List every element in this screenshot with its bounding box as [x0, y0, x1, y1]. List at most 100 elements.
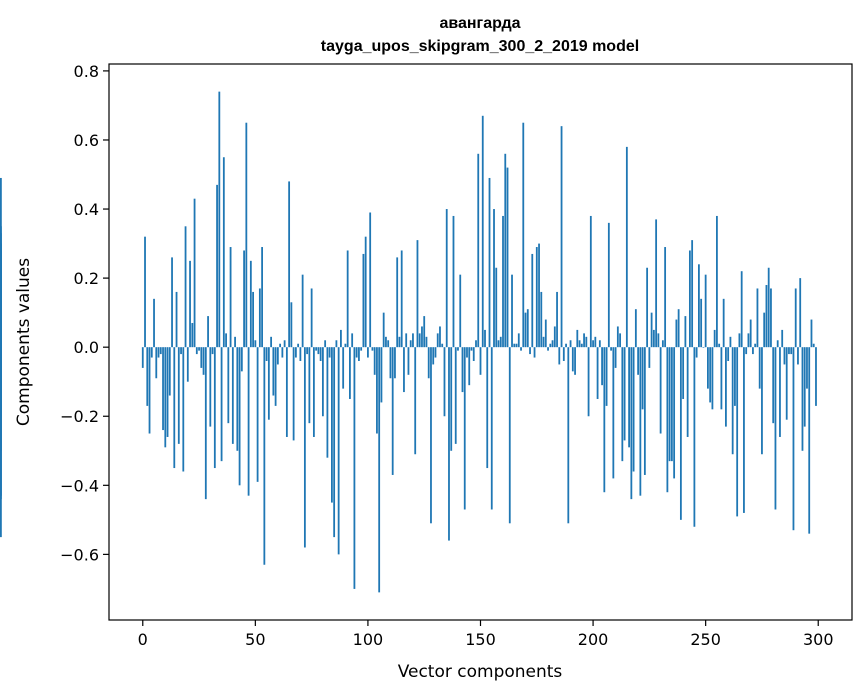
bar: [576, 329, 579, 348]
bar: [0, 260, 2, 348]
bar: [765, 285, 768, 348]
bar: [601, 347, 603, 386]
bar: [340, 329, 342, 348]
bar: [544, 319, 547, 348]
bar: [517, 333, 520, 348]
bar: [736, 347, 739, 517]
bar: [213, 347, 216, 469]
bar: [337, 347, 340, 555]
bar: [522, 122, 525, 348]
bar: [319, 347, 322, 361]
bar: [562, 347, 565, 361]
bar: [691, 240, 694, 348]
bar: [272, 347, 275, 396]
bar: [382, 312, 385, 348]
bar: [360, 347, 363, 351]
bar: [698, 264, 700, 348]
x-tick-label: 300: [803, 630, 834, 649]
bar: [515, 343, 518, 348]
bar: [707, 347, 709, 389]
bar: [634, 309, 637, 348]
y-axis-label: Components values: [14, 258, 34, 426]
bar: [200, 347, 203, 368]
bar: [506, 167, 509, 348]
bar: [788, 347, 790, 355]
bar: [538, 243, 540, 348]
bar: [423, 316, 426, 348]
bar: [225, 333, 227, 348]
bar: [432, 347, 435, 365]
bar: [740, 271, 743, 348]
bar: [722, 298, 725, 348]
bar: [234, 336, 236, 348]
bar: [729, 336, 732, 348]
x-tick-label: 150: [465, 630, 496, 649]
bar: [594, 336, 597, 348]
bar: [686, 347, 689, 437]
bar: [443, 347, 446, 417]
bar: [785, 347, 788, 420]
bar: [734, 347, 736, 406]
x-axis-ticks: 0 50 100 150 200 250 300: [138, 620, 834, 649]
bar: [177, 347, 180, 444]
bar: [326, 347, 329, 458]
bar: [324, 340, 327, 348]
bar: [344, 343, 347, 348]
bar: [625, 146, 628, 348]
bar: [556, 291, 558, 348]
bar: [256, 347, 259, 482]
bar: [783, 347, 786, 365]
bar: [452, 215, 455, 348]
bar: [475, 340, 477, 348]
plot-frame: [108, 63, 853, 621]
bar: [159, 347, 162, 355]
bar: [490, 347, 493, 510]
bar: [283, 340, 286, 348]
bar: [495, 267, 498, 348]
bar: [209, 347, 212, 427]
bar: [526, 309, 529, 348]
bar: [400, 250, 403, 348]
bar: [306, 347, 309, 355]
bar: [661, 340, 664, 348]
bar: [387, 340, 390, 348]
bar: [0, 347, 2, 358]
bar: [157, 347, 160, 358]
bar: [261, 247, 263, 348]
bar: [569, 340, 572, 348]
bar: [468, 347, 471, 386]
bar: [616, 326, 619, 348]
bar: [808, 347, 811, 534]
bar: [211, 347, 214, 355]
bar: [497, 340, 500, 348]
bar: [614, 347, 617, 368]
bar: [245, 122, 248, 348]
bar: [290, 302, 293, 348]
bar: [369, 212, 372, 348]
bar: [335, 340, 338, 348]
bar: [524, 312, 527, 348]
bar: [173, 347, 176, 469]
bar: [303, 347, 306, 548]
bar: [558, 347, 561, 365]
bar: [281, 347, 284, 358]
bar: [308, 347, 311, 424]
bar: [628, 347, 630, 448]
bar: [270, 336, 273, 348]
bar: [767, 267, 770, 348]
bar: [265, 347, 268, 361]
bar: [585, 336, 588, 348]
bar: [578, 340, 581, 348]
bar: [727, 347, 730, 361]
bar: [351, 333, 354, 348]
bar: [427, 347, 430, 379]
bar: [486, 347, 489, 469]
bar: [668, 347, 671, 462]
bar: [713, 329, 716, 348]
bar: [756, 288, 759, 348]
bar: [355, 347, 358, 358]
bar: [484, 329, 486, 348]
bar: [612, 347, 615, 479]
bar: [394, 347, 396, 379]
